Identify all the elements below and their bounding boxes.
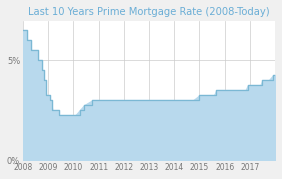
Title: Last 10 Years Prime Mortgage Rate (2008-Today): Last 10 Years Prime Mortgage Rate (2008-…	[28, 7, 270, 17]
